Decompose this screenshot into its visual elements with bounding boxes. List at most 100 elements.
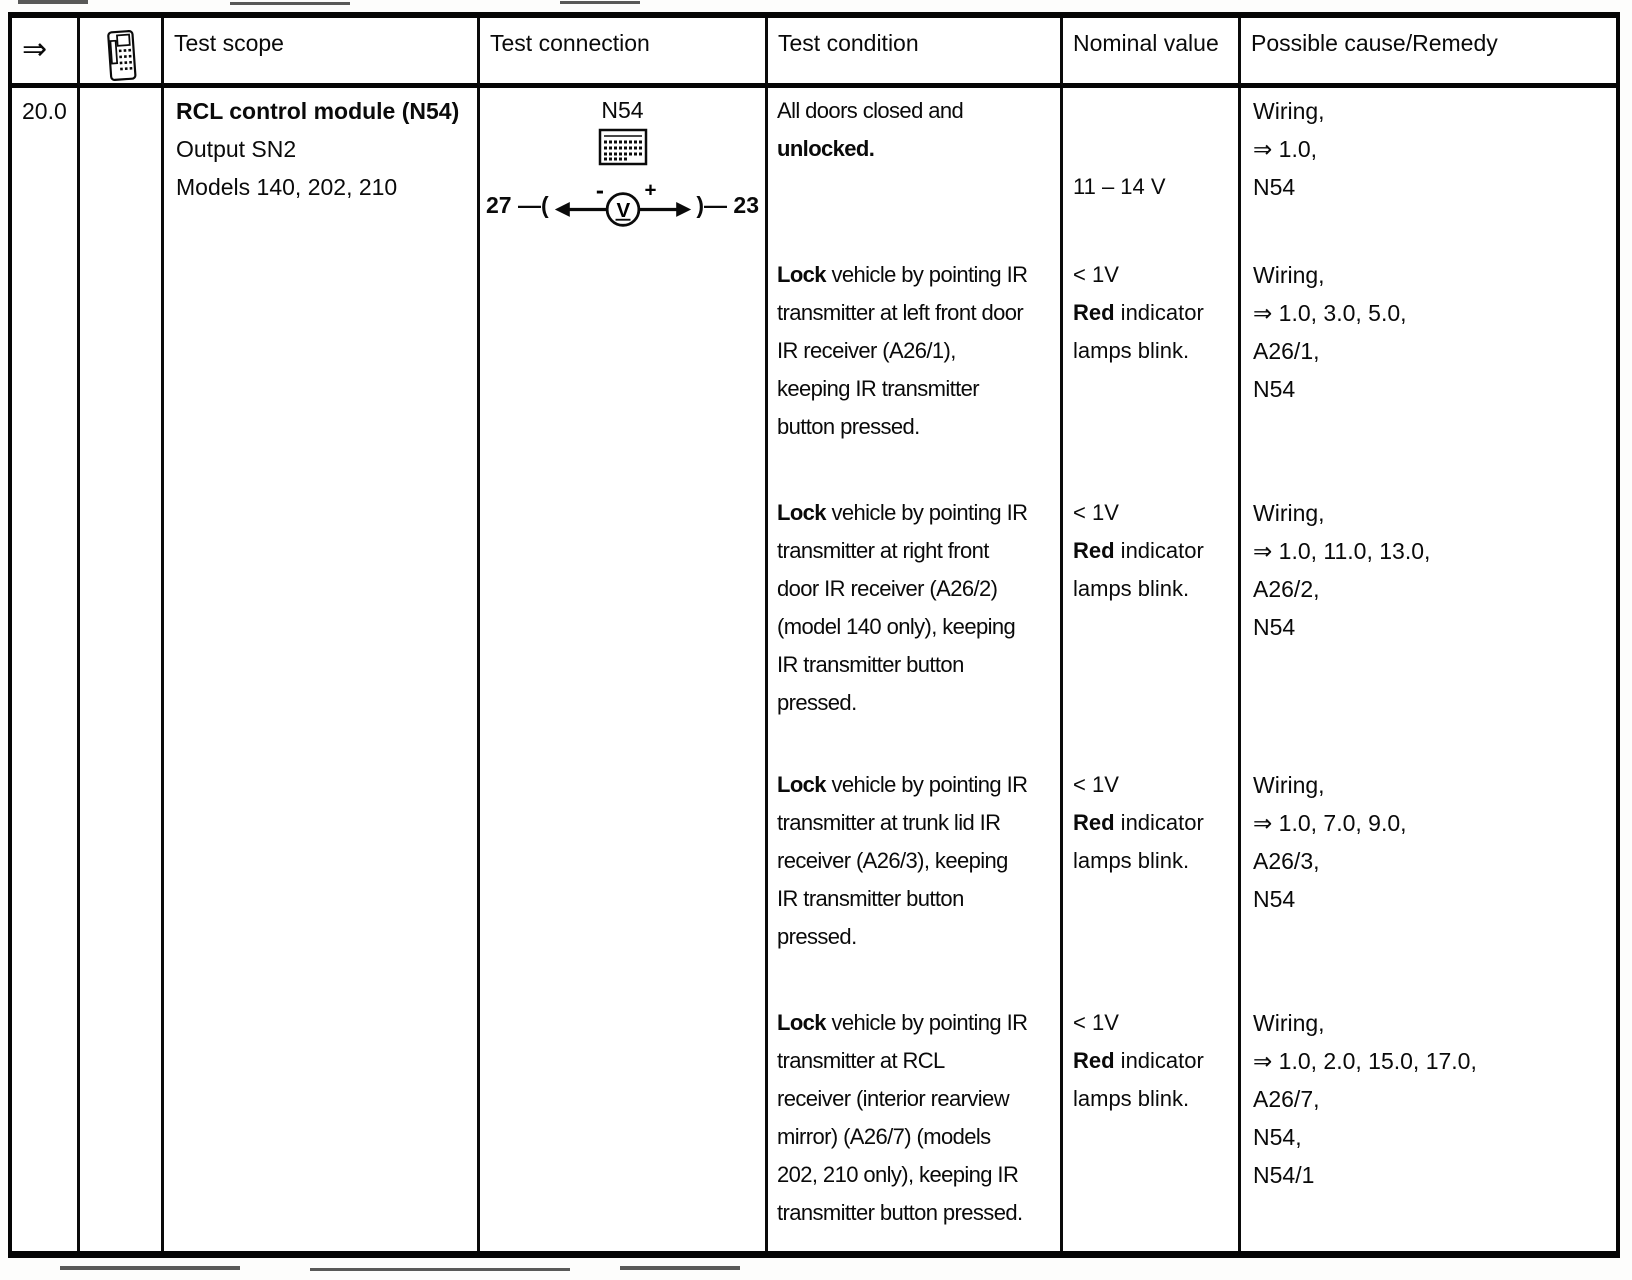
condition-line: transmitter button pressed. [777,1200,1023,1225]
nominal-line [1073,92,1238,130]
remedy-line: ⇒ 1.0, 11.0, 13.0, [1253,538,1431,564]
remedy-line: ⇒ 1.0, 7.0, 9.0, [1253,810,1407,836]
condition-line: pressed. [777,690,857,715]
remedy-line: ⇒ 1.0, 3.0, 5.0, [1253,300,1407,326]
remedy-line: Wiring, [1253,1010,1325,1036]
header-test-condition: Test condition [768,18,1063,88]
nominal-line: lamps blink. [1073,338,1190,363]
left-socket-label: 27 —( [486,191,549,218]
nominal-block: 11 – 14 V [1073,92,1238,256]
remedy-line: Wiring, [1253,772,1325,798]
nominal-line: < 1V [1073,1010,1119,1035]
nominal-line: Red indicator [1073,1048,1204,1073]
remedy-line: Wiring, [1253,98,1325,124]
remedy-block: Wiring, ⇒ 1.0, 3.0, 5.0, A26/1, N54 [1253,256,1616,494]
connection-component-label: N54 [601,97,644,123]
condition-line: transmitter at left front door [777,300,1024,325]
condition-line: transmitter at trunk lid IR [777,810,1001,835]
scope-line: Output SN2 [176,136,297,162]
column-title: Nominal value [1073,30,1219,56]
remedy-line: Wiring, [1253,262,1325,288]
remedy-line: N54 [1253,614,1296,640]
nominal-line: < 1V [1073,772,1119,797]
nominal-line: Red indicator [1073,810,1204,835]
voltmeter-icon: - + V [553,176,693,234]
condition-block: Lock vehicle by pointing IR transmitter … [777,766,1060,1004]
condition-block: All doors closed and unlocked. [777,92,1060,256]
remedy-line: A26/3, [1253,848,1320,874]
scope-line: Models 140, 202, 210 [176,174,398,200]
column-tester-blank [80,88,164,1251]
condition-line: All doors closed and [777,98,964,123]
condition-line: unlocked. [777,136,875,161]
remedy-block: Wiring, ⇒ 1.0, 2.0, 15.0, 17.0, A26/7, N… [1253,1004,1616,1232]
condition-line: 202, 210 only), keeping IR [777,1162,1019,1187]
svg-text:-: - [595,177,603,204]
condition-line: transmitter at right front [777,538,989,563]
header-test-scope: Test scope [164,18,480,88]
header-test-connection: Test connection [480,18,768,88]
column-title: Possible cause/Remedy [1251,30,1498,56]
condition-line: Lock vehicle by pointing IR [777,262,1028,287]
measurement-row: 27 —( - + V )— 23 [480,176,765,234]
condition-block: Lock vehicle by pointing IR transmitter … [777,494,1060,766]
header-step-column: ⇒ [12,18,80,88]
header-nominal-value: Nominal value [1063,18,1241,88]
nominal-line: < 1V [1073,262,1119,287]
connector-icon [480,128,765,168]
nominal-line [1073,130,1238,168]
svg-text:+: + [644,178,656,201]
condition-line: mirror) (A26/7) (models [777,1124,991,1149]
condition-line: receiver (A26/3), keeping [777,848,1008,873]
condition-line: Lock vehicle by pointing IR [777,500,1028,525]
scan-artifact [230,2,350,5]
remedy-line: Wiring, [1253,500,1325,526]
condition-line: receiver (interior rearview [777,1086,1010,1111]
remedy-line: N54 [1253,886,1296,912]
condition-line: button pressed. [777,414,920,439]
condition-line: IR transmitter button [777,886,964,911]
condition-line: Lock vehicle by pointing IR [777,772,1028,797]
scan-artifact [560,1,640,4]
nominal-block: < 1V Red indicator lamps blink. [1073,256,1238,494]
remedy-line: A26/1, [1253,338,1320,364]
column-possible-cause: Wiring, ⇒ 1.0, N54 Wiring, ⇒ 1.0, 3.0, 5… [1241,88,1616,1251]
column-test-scope: RCL control module (N54) Output SN2 Mode… [164,88,480,1251]
condition-block: Lock vehicle by pointing IR transmitter … [777,1004,1060,1232]
nominal-line: Red indicator [1073,538,1204,563]
remedy-line: N54 [1253,174,1296,200]
nominal-block: < 1V Red indicator lamps blink. [1073,494,1238,766]
condition-block: Lock vehicle by pointing IR transmitter … [777,256,1060,494]
column-nominal-value: 11 – 14 V < 1V Red indicator lamps blink… [1063,88,1241,1251]
remedy-line: A26/7, [1253,1086,1320,1112]
remedy-line: ⇒ 1.0, 2.0, 15.0, 17.0, [1253,1048,1477,1074]
column-title: Test connection [490,30,650,56]
condition-line: keeping IR transmitter [777,376,980,401]
double-arrow-icon: ⇒ [22,33,48,66]
column-test-condition: All doors closed and unlocked. Lock vehi… [768,88,1063,1251]
condition-line: IR receiver (A26/1), [777,338,956,363]
right-socket-label: )— 23 [696,191,759,218]
nominal-block: < 1V Red indicator lamps blink. [1073,766,1238,1004]
condition-line: transmitter at RCL [777,1048,945,1073]
remedy-block: Wiring, ⇒ 1.0, N54 [1253,92,1616,256]
header-possible-cause: Possible cause/Remedy [1241,18,1616,88]
remedy-line: N54, [1253,1124,1302,1150]
nominal-line: < 1V [1073,500,1119,525]
scan-artifact [60,1266,240,1270]
remedy-line: A26/2, [1253,576,1320,602]
nominal-line: lamps blink. [1073,576,1190,601]
nominal-line: lamps blink. [1073,1086,1190,1111]
svg-text:V: V [616,199,630,222]
nominal-line: lamps blink. [1073,848,1190,873]
step-number: 20.0 [22,98,67,124]
remedy-block: Wiring, ⇒ 1.0, 7.0, 9.0, A26/3, N54 [1253,766,1616,1004]
condition-line: IR transmitter button [777,652,964,677]
remedy-line: ⇒ 1.0, [1253,136,1318,162]
nominal-line: Red indicator [1073,300,1204,325]
remedy-line: N54/1 [1253,1162,1315,1188]
column-test-connection: N54 27 —( - + [480,88,768,1251]
nominal-line: 11 – 14 V [1073,174,1166,199]
column-title: Test scope [174,30,284,56]
